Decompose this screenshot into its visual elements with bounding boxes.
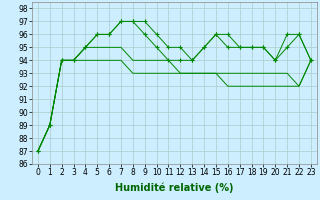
- X-axis label: Humidité relative (%): Humidité relative (%): [115, 183, 234, 193]
